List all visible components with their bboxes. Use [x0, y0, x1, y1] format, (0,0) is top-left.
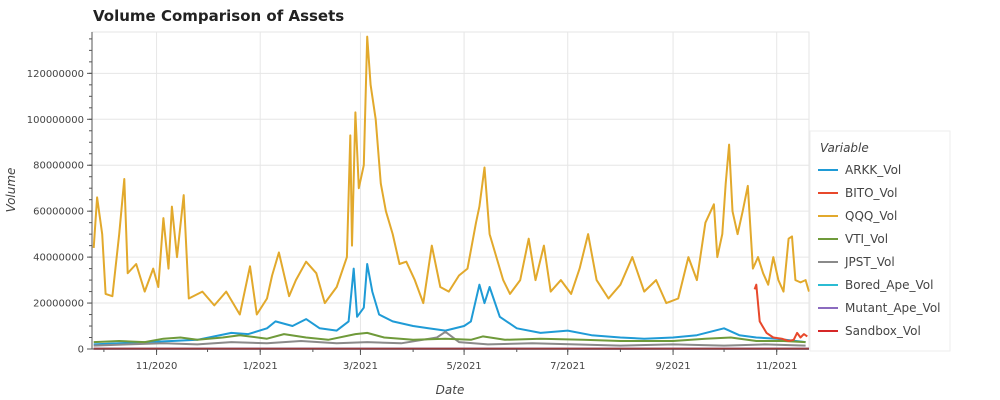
x-tick-label: 11/2020: [136, 361, 178, 372]
legend: Variable ARKK_Vol BITO_Vol QQQ_Vol VTI_Vol J…: [809, 130, 951, 352]
y-tick-label: 40000000: [33, 253, 84, 264]
legend-label: Sandbox_Vol: [845, 324, 921, 338]
y-tick-label: 20000000: [33, 299, 84, 310]
legend-label: Mutant_Ape_Vol: [845, 301, 941, 315]
x-axis-label: Date: [436, 383, 465, 397]
x-tick-label: 1/2021: [243, 361, 278, 372]
y-tick-label: 80000000: [33, 161, 84, 172]
x-tick-label: 5/2021: [446, 361, 481, 372]
series-line-jpst-vol: [93, 330, 806, 347]
x-tick-label: 11/2021: [756, 361, 798, 372]
series-line-vti-vol: [93, 331, 806, 344]
axes: 0 20000000 40000000 60000000 80000000 1000000…: [27, 32, 809, 372]
x-tick-label: 7/2021: [550, 361, 585, 372]
plot-area: [91, 31, 810, 350]
x-tick-label: 3/2021: [343, 361, 378, 372]
legend-label: JPST_Vol: [844, 255, 895, 269]
legend-label: Bored_Ape_Vol: [845, 278, 933, 292]
chart-title: Volume Comparison of Assets: [93, 7, 344, 25]
legend-label: ARKK_Vol: [845, 163, 901, 177]
y-tick-label: 60000000: [33, 207, 84, 218]
grid: [92, 32, 809, 350]
y-tick-label: 0: [78, 345, 84, 356]
y-tick-label: 100000000: [27, 115, 84, 126]
legend-label: BITO_Vol: [845, 186, 898, 200]
y-tick-label: 120000000: [27, 69, 84, 80]
y-axis-label: Volume: [4, 168, 18, 213]
legend-title: Variable: [820, 141, 869, 155]
series-lines: [92, 35, 810, 350]
series-line-bito-vol: [753, 283, 808, 342]
legend-label: VTI_Vol: [845, 232, 888, 246]
x-tick-label: 9/2021: [655, 361, 690, 372]
legend-label: QQQ_Vol: [845, 209, 897, 223]
series-line-arkk-vol: [93, 263, 806, 346]
series-line-qqq-vol: [92, 35, 810, 316]
legend-box: [809, 130, 951, 352]
